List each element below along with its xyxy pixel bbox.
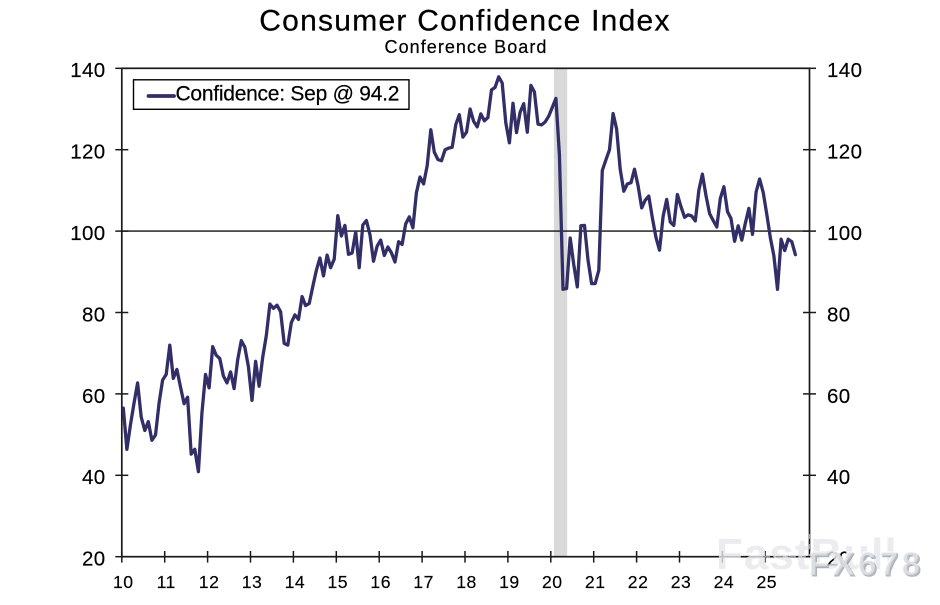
svg-text:25: 25 [757,572,778,592]
svg-text:20: 20 [82,548,106,571]
svg-text:10: 10 [113,572,134,592]
svg-text:21: 21 [585,572,606,592]
svg-text:Consumer Confidence Index: Consumer Confidence Index [259,4,670,37]
svg-text:40: 40 [827,466,851,489]
svg-text:14: 14 [285,572,306,592]
svg-text:FX678: FX678 [808,546,923,583]
svg-text:24: 24 [714,572,735,592]
svg-text:80: 80 [82,303,106,326]
svg-text:60: 60 [82,385,106,408]
svg-text:100: 100 [70,222,105,245]
svg-text:12: 12 [199,572,220,592]
svg-text:16: 16 [370,572,391,592]
svg-text:140: 140 [827,59,862,82]
svg-text:FastBull: FastBull [716,530,898,579]
svg-text:120: 120 [827,141,862,164]
svg-text:100: 100 [827,222,862,245]
svg-text:Conference Board: Conference Board [385,37,548,57]
svg-text:FX678: FX678 [809,547,924,584]
svg-text:17: 17 [413,572,434,592]
svg-text:40: 40 [82,466,106,489]
svg-text:11: 11 [157,572,176,592]
svg-text:140: 140 [70,59,105,82]
svg-text:22: 22 [628,572,649,592]
svg-text:FX678: FX678 [810,548,925,585]
svg-text:20: 20 [542,572,563,592]
svg-text:13: 13 [242,572,263,592]
svg-text:120: 120 [70,141,105,164]
svg-text:23: 23 [671,572,692,592]
svg-text:18: 18 [456,572,477,592]
svg-text:60: 60 [827,385,851,408]
svg-text:15: 15 [328,572,349,592]
svg-text:80: 80 [827,303,851,326]
svg-text:19: 19 [499,572,520,592]
svg-text:Confidence: Sep @ 94.2: Confidence: Sep @ 94.2 [176,83,400,106]
svg-text:20: 20 [827,548,851,571]
